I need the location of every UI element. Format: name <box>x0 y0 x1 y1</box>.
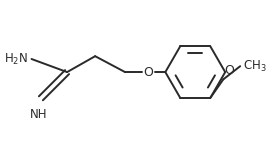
Text: NH: NH <box>30 108 48 121</box>
Text: CH$_3$: CH$_3$ <box>243 59 267 74</box>
Text: O: O <box>224 64 234 77</box>
Text: H$_2$N: H$_2$N <box>4 51 28 67</box>
Text: O: O <box>144 66 153 79</box>
